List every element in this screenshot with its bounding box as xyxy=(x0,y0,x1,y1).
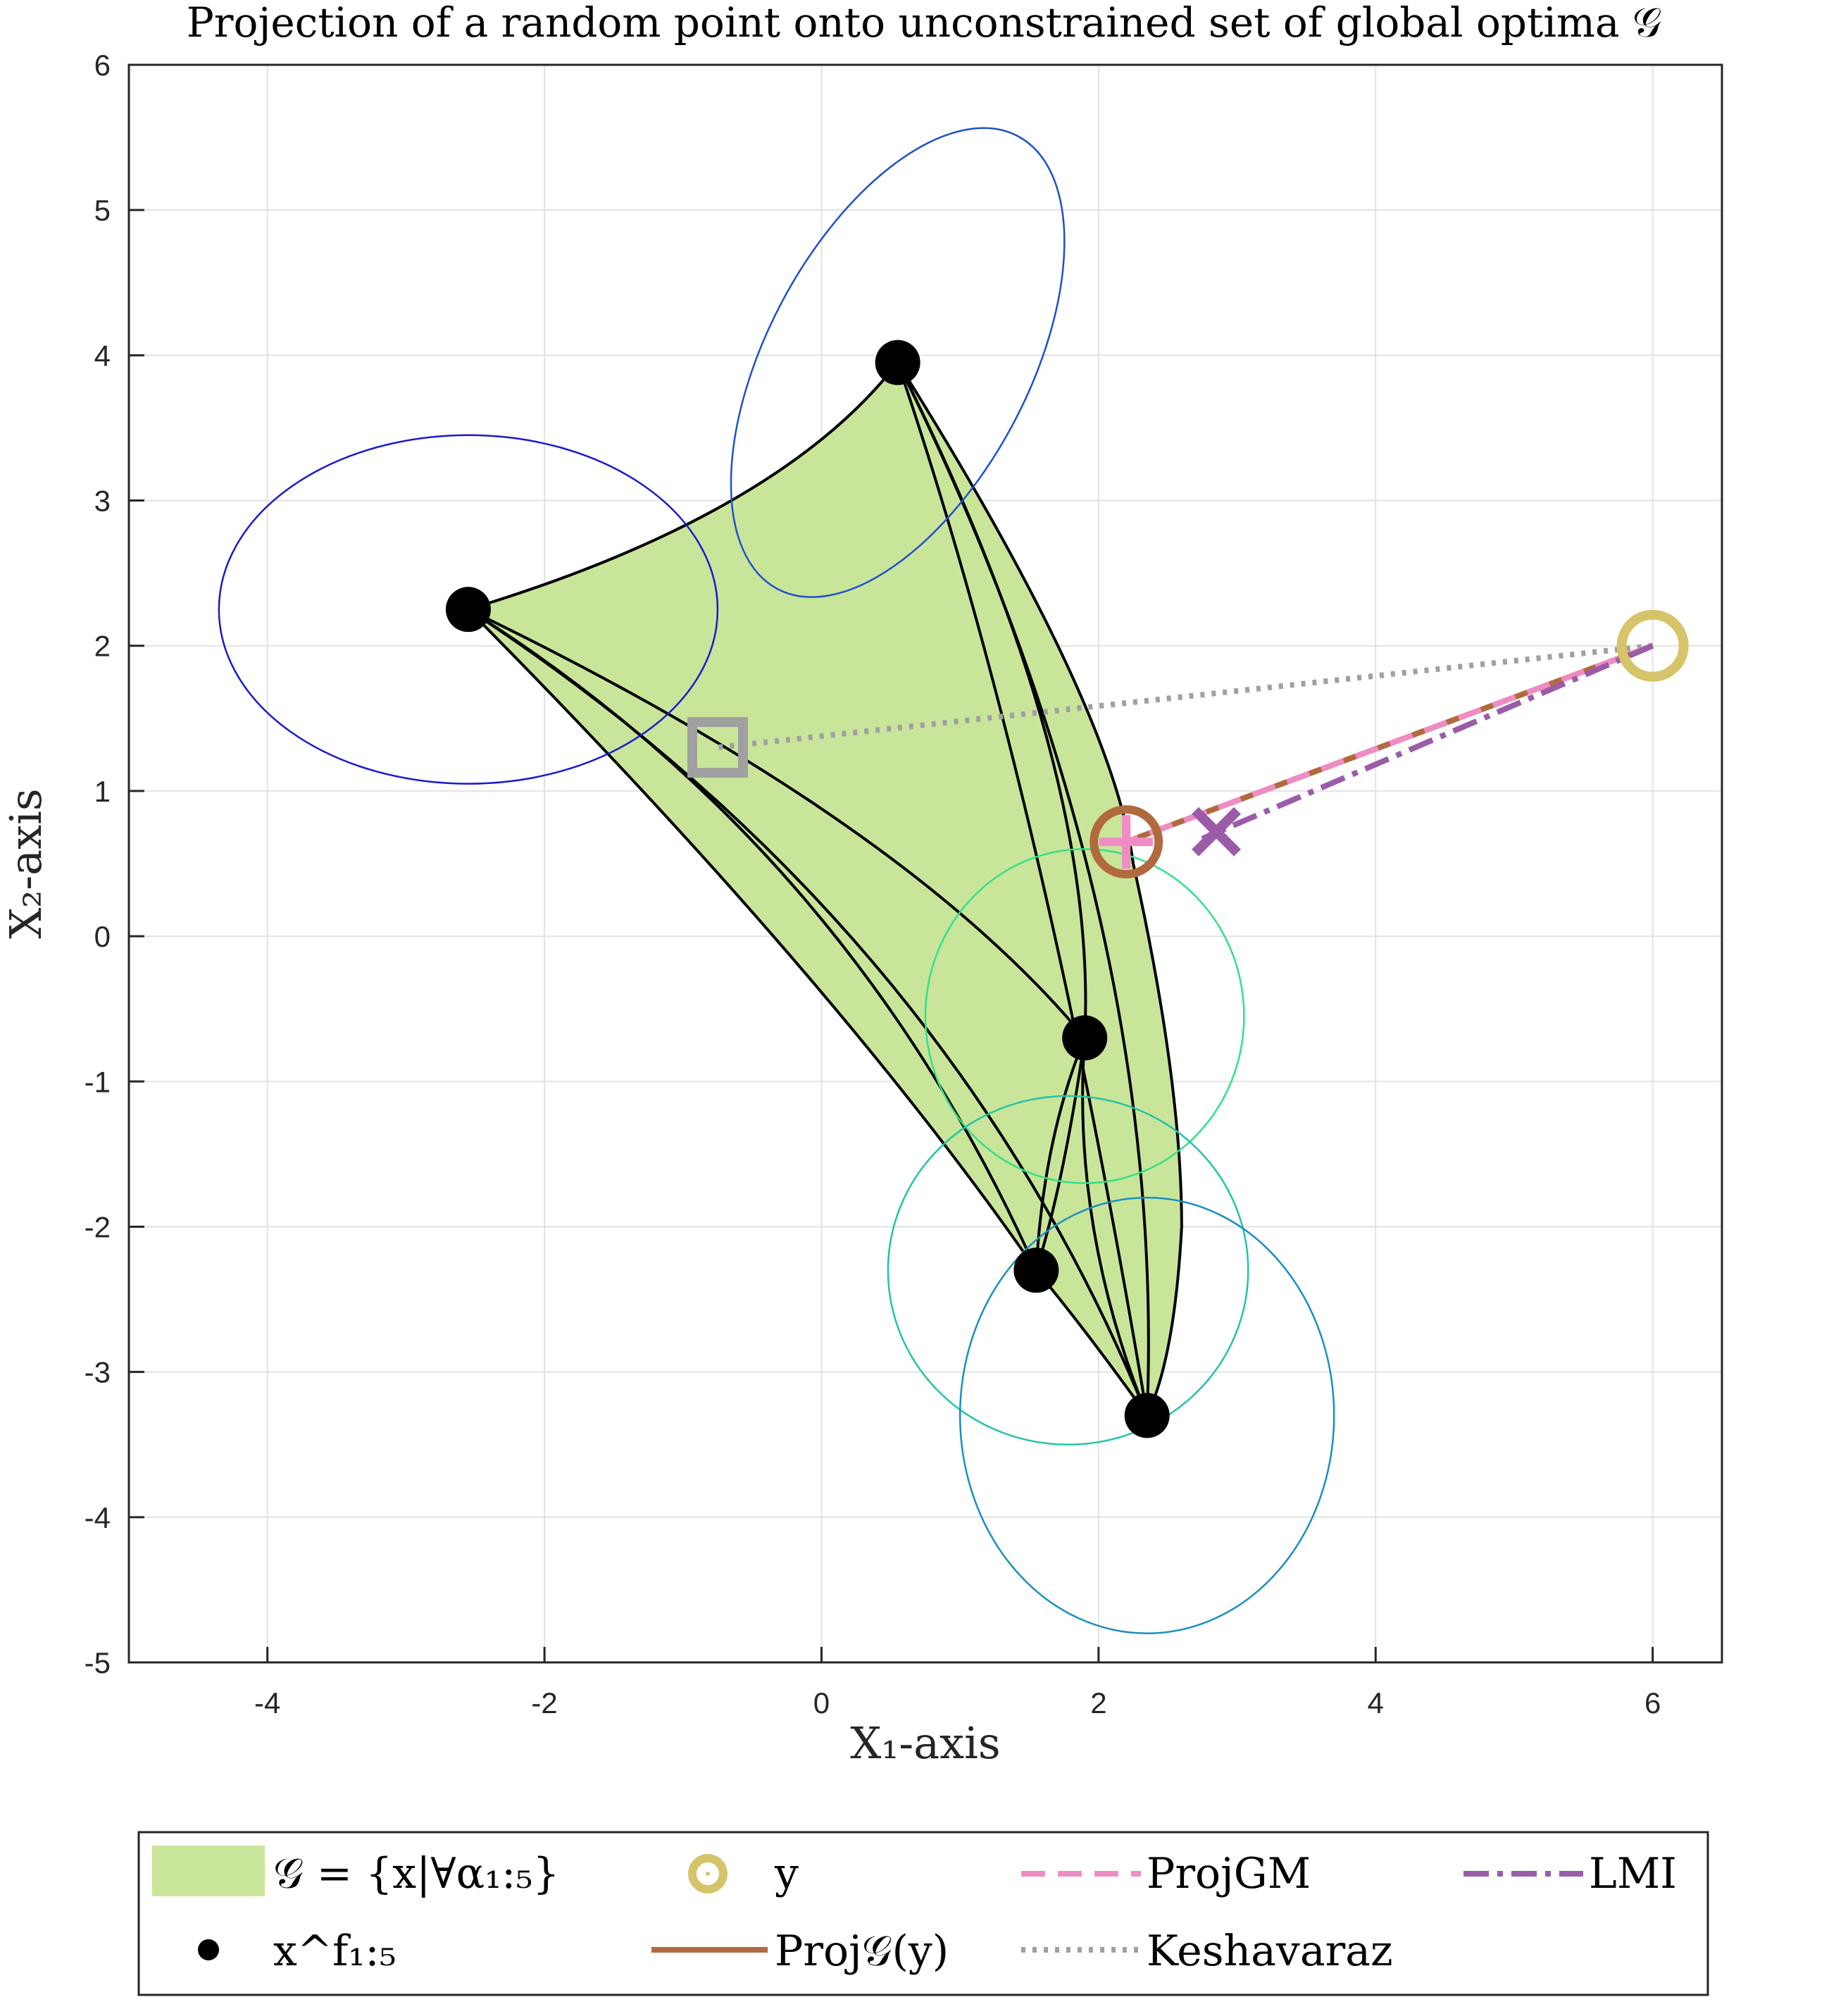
x-tick-label: 4 xyxy=(1368,1686,1384,1719)
legend-label-minima: x^f₁:₅ xyxy=(273,1927,397,1976)
legend-label-projgm: ProjGM xyxy=(1147,1849,1311,1898)
legend-label-y: y xyxy=(774,1849,799,1898)
legend: 𝒢 = {x|∀α₁:₅} x^f₁:₅ y Proj𝒢(y) ProjGM K… xyxy=(137,1831,1709,1996)
x-tick-label: 2 xyxy=(1090,1686,1106,1719)
interpolation-curve xyxy=(467,608,1038,1271)
local-optimum-point xyxy=(445,587,491,633)
y-tick-label: 4 xyxy=(94,339,111,372)
projection-lines xyxy=(717,642,1654,845)
local-optimum-point xyxy=(1013,1248,1059,1293)
y-tick-label: -5 xyxy=(85,1646,111,1679)
plot-frame xyxy=(127,63,1723,1664)
y-tick-label: 0 xyxy=(94,920,111,953)
y-tick-label: -3 xyxy=(85,1356,111,1389)
confidence-ellipse xyxy=(218,434,719,785)
optima-region xyxy=(466,360,1183,1419)
local-optimum-point xyxy=(1124,1393,1170,1438)
y-tick-label: 5 xyxy=(94,194,111,227)
confidence-ellipse xyxy=(924,848,1245,1184)
y-tick-label: -4 xyxy=(85,1501,111,1534)
lmi-line xyxy=(1201,643,1654,842)
legend-label-region: 𝒢 = {x|∀α₁:₅} xyxy=(273,1849,560,1898)
y-tick-label: -1 xyxy=(85,1065,111,1098)
interpolation-curve xyxy=(1035,1037,1087,1271)
x-axis-ticks: -4 -2 0 2 4 6 xyxy=(254,1647,1661,1719)
confidence-ellipse xyxy=(730,127,1066,598)
x-tick-label: -4 xyxy=(254,1686,280,1719)
legend-swatch-y xyxy=(688,1854,728,1893)
y-point-marker xyxy=(1616,609,1689,682)
y-axis-ticks: -5 -4 -3 -2 -1 0 1 2 3 4 5 6 xyxy=(85,49,144,1679)
legend-swatch-region xyxy=(152,1846,265,1896)
confidence-ellipses xyxy=(218,127,1335,1635)
interpolation-curve xyxy=(896,362,1149,1416)
point-markers xyxy=(445,340,1689,1438)
interpolation-curve xyxy=(468,608,1086,1039)
confidence-ellipse xyxy=(959,1196,1335,1635)
x-axis-label: X₁-axis xyxy=(850,1717,1001,1769)
interpolation-curve xyxy=(1035,1038,1087,1271)
projgm-line xyxy=(1125,642,1654,845)
keshavaraz-marker xyxy=(687,717,748,778)
y-axis-label: X₂-axis xyxy=(0,788,51,939)
confidence-ellipse xyxy=(887,1095,1249,1445)
legend-label-lmi: LMI xyxy=(1589,1849,1677,1898)
lmi-marker-b xyxy=(1192,807,1242,857)
y-tick-label: 2 xyxy=(94,630,111,663)
legend-swatch-y-center xyxy=(706,1872,710,1876)
x-tick-label: -2 xyxy=(531,1686,557,1719)
legend-label-keshavaraz: Keshavaraz xyxy=(1147,1927,1393,1976)
y-tick-label: -2 xyxy=(85,1210,111,1243)
chart-title: Projection of a random point onto uncons… xyxy=(187,0,1661,46)
legend-label-proj: Proj𝒢(y) xyxy=(775,1927,949,1976)
interpolation-curve xyxy=(896,361,1150,1416)
y-tick-label: 6 xyxy=(94,49,111,82)
local-optimum-point xyxy=(875,340,920,385)
proj-marker xyxy=(1090,805,1163,879)
y-tick-label: 3 xyxy=(94,485,111,518)
local-optimum-point xyxy=(1062,1015,1108,1061)
legend-box xyxy=(137,1831,1709,1996)
interpolation-curve xyxy=(1081,1038,1149,1417)
y-tick-label: 1 xyxy=(94,775,111,808)
x-tick-label: 6 xyxy=(1644,1686,1661,1719)
legend-swatch-minima xyxy=(198,1939,219,1960)
x-tick-label: 0 xyxy=(813,1686,830,1719)
